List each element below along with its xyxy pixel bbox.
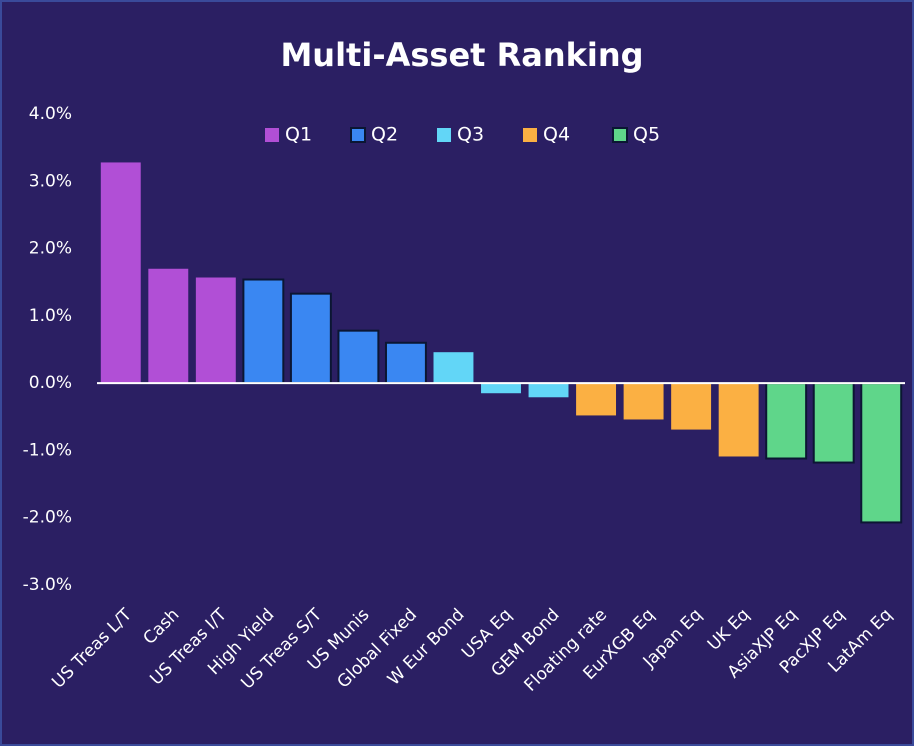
y-tick-label: 0.0% bbox=[29, 373, 72, 393]
legend-label: Q3 bbox=[457, 124, 484, 146]
bar bbox=[623, 383, 664, 420]
bar bbox=[812, 382, 855, 464]
bar bbox=[860, 382, 903, 524]
bar bbox=[528, 383, 569, 398]
chart-title: Multi-Asset Ranking bbox=[280, 36, 643, 74]
y-tick-label: -2.0% bbox=[23, 508, 72, 528]
bar bbox=[100, 162, 141, 384]
legend-label: Q1 bbox=[285, 124, 312, 146]
bar bbox=[384, 341, 427, 385]
bar bbox=[148, 268, 189, 384]
legend-swatch bbox=[265, 128, 279, 142]
legend-label: Q4 bbox=[543, 124, 570, 146]
bar bbox=[242, 278, 285, 385]
bar bbox=[576, 383, 617, 416]
legend-swatch bbox=[523, 128, 537, 142]
y-tick-label: 4.0% bbox=[29, 104, 72, 124]
bar bbox=[765, 382, 808, 460]
legend-label: Q5 bbox=[633, 124, 660, 146]
legend-swatch bbox=[612, 127, 628, 143]
bar bbox=[289, 292, 332, 385]
y-tick-label: -3.0% bbox=[23, 575, 72, 595]
legend-label: Q2 bbox=[371, 124, 398, 146]
y-tick-label: 3.0% bbox=[29, 171, 72, 191]
legend-swatch bbox=[437, 128, 451, 142]
bar bbox=[671, 383, 712, 430]
y-tick-label: 1.0% bbox=[29, 306, 72, 326]
bar bbox=[195, 277, 236, 384]
bar bbox=[718, 383, 759, 457]
y-tick-label: -1.0% bbox=[23, 440, 72, 460]
bar bbox=[433, 352, 474, 384]
legend-swatch bbox=[350, 127, 366, 143]
y-tick-label: 2.0% bbox=[29, 239, 72, 259]
bar bbox=[337, 329, 380, 385]
bar bbox=[481, 383, 521, 394]
